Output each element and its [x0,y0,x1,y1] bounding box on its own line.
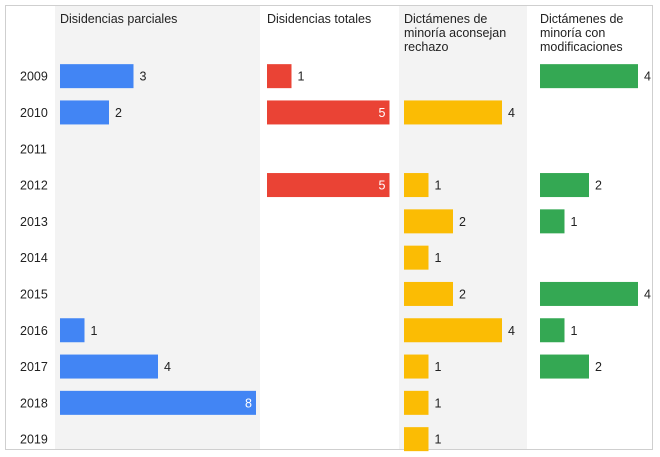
bar-0-2018 [60,390,256,415]
year-label: 2014 [20,251,48,265]
series-header-1: Disidencias totales [267,12,371,26]
year-label: 2010 [20,106,48,120]
chart-frame [5,5,653,450]
bar-2-2015 [404,281,453,306]
bar-2-2013 [404,209,453,234]
bar-3-2016 [540,318,565,343]
year-label: 2016 [20,324,48,338]
data-label: 4 [164,360,171,374]
year-label: 2015 [20,287,48,301]
bar-1-2009 [267,64,292,89]
data-label: 1 [435,396,442,410]
bar-3-2013 [540,209,565,234]
year-label: 2009 [20,70,48,84]
year-label: 2011 [20,142,47,156]
data-label: 4 [644,70,651,84]
bar-2-2014 [404,245,429,270]
bar-3-2009 [540,64,638,89]
bar-3-2015 [540,281,638,306]
data-label: 4 [644,287,651,301]
data-label: 8 [245,396,252,410]
data-label: 2 [595,360,602,374]
data-label: 2 [115,106,122,120]
data-label: 4 [508,106,515,120]
series-header-line: Disidencias parciales [60,12,177,26]
bar-2-2019 [404,427,429,452]
series-header-line: Dictámenes de [404,12,487,26]
bar-1-2010 [267,100,390,125]
data-label: 1 [435,433,442,447]
data-label: 2 [459,215,466,229]
year-label: 2012 [20,179,48,193]
data-label: 2 [595,179,602,193]
bar-2-2010 [404,100,502,125]
data-label: 1 [435,179,442,193]
data-label: 3 [140,70,147,84]
series-header-line: minoría con [540,26,605,40]
bar-2-2012 [404,173,429,198]
series-header-line: minoría aconsejan [404,26,506,40]
data-label: 5 [379,106,386,120]
bar-2-2018 [404,390,429,415]
series-header-line: Dictámenes de [540,12,623,26]
data-label: 1 [435,360,442,374]
series-header-0: Disidencias parciales [60,12,177,26]
data-label: 1 [435,251,442,265]
bar-3-2012 [540,173,589,198]
bar-0-2010 [60,100,109,125]
series-header-line: modificaciones [540,40,623,54]
data-label: 5 [379,179,386,193]
year-label: 2013 [20,215,48,229]
data-label: 4 [508,324,515,338]
bar-2-2016 [404,318,502,343]
data-label: 1 [571,215,578,229]
bar-0-2009 [60,64,134,89]
data-label: 1 [298,70,305,84]
year-label: 2019 [20,433,48,447]
year-label: 2017 [20,360,48,374]
year-label: 2018 [20,396,48,410]
bar-2-2017 [404,354,429,379]
bar-3-2017 [540,354,589,379]
data-label: 2 [459,287,466,301]
bar-1-2012 [267,173,390,198]
series-header-2: Dictámenes de minoría aconsejan rechazo [404,12,506,54]
data-label: 1 [571,324,578,338]
bar-0-2016 [60,318,85,343]
series-header-3: Dictámenes de minoría con modificaciones [540,12,623,54]
bar-0-2017 [60,354,158,379]
data-label: 1 [91,324,98,338]
series-header-line: rechazo [404,40,449,54]
series-header-line: Disidencias totales [267,12,371,26]
